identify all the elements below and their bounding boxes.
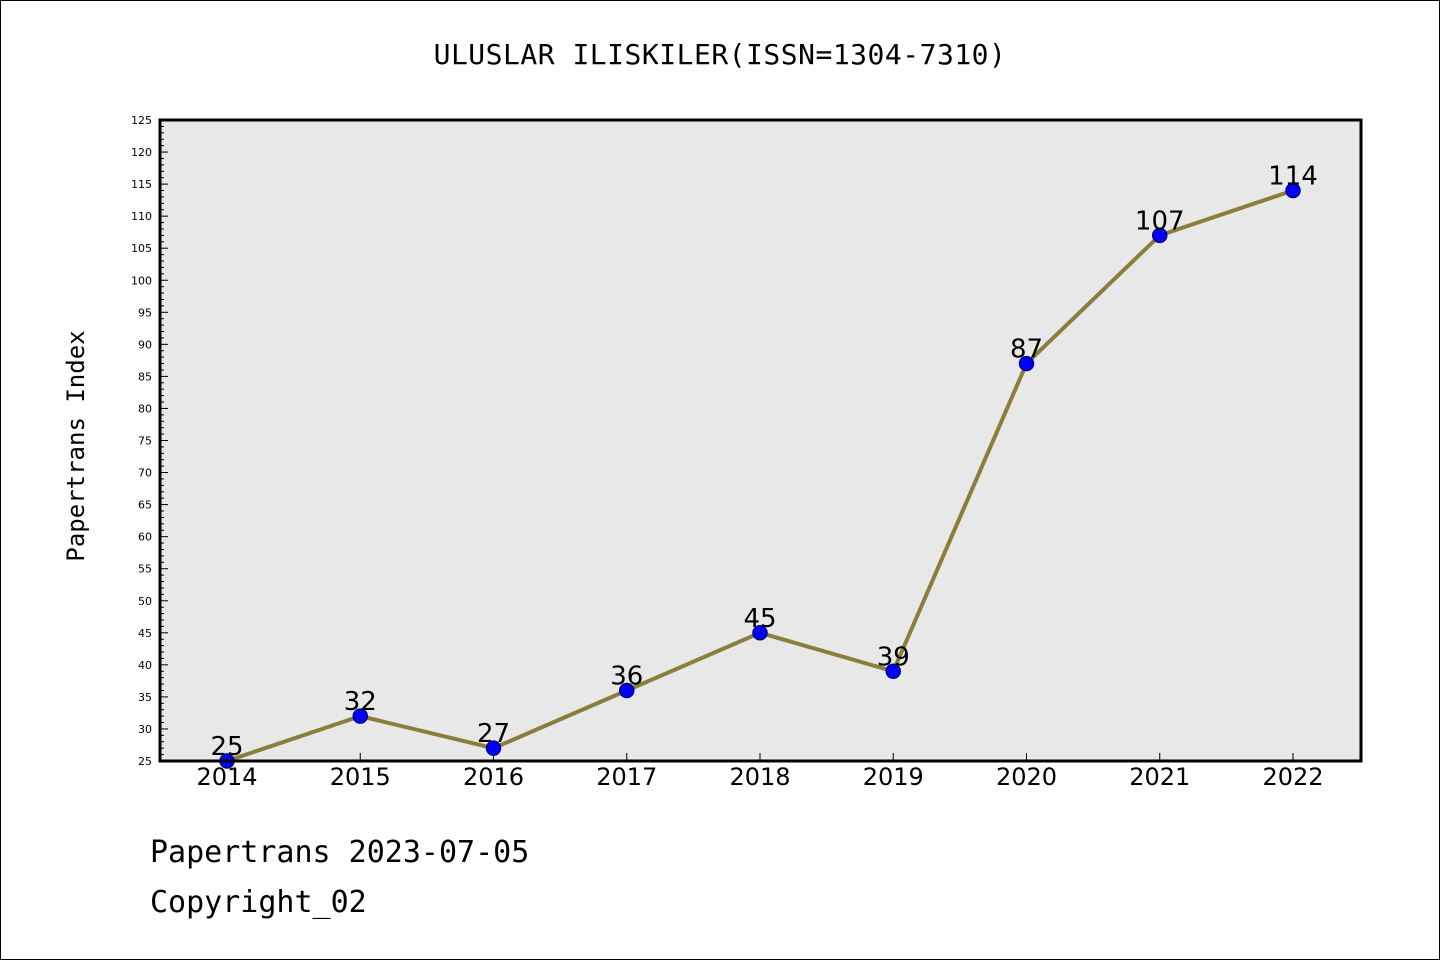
data-label: 32 <box>344 687 377 717</box>
y-tick-label: 120 <box>131 146 152 159</box>
data-label: 39 <box>877 642 910 672</box>
y-tick-label: 80 <box>138 402 152 415</box>
y-tick-label: 40 <box>138 659 152 672</box>
x-tick-label: 2020 <box>996 763 1057 791</box>
y-tick-label: 50 <box>138 595 152 608</box>
data-point <box>619 682 635 699</box>
y-tick-label: 100 <box>131 274 152 287</box>
data-label: 87 <box>1010 335 1043 365</box>
data-point <box>1152 227 1168 244</box>
chart-title: ULUSLAR ILISKILER(ISSN=1304-7310) <box>433 38 1007 71</box>
footer-copyright: Copyright_02 <box>150 885 367 920</box>
data-point <box>352 708 368 724</box>
y-tick-label: 85 <box>138 370 152 383</box>
x-tick-label: 2016 <box>463 763 524 791</box>
data-label: 107 <box>1135 206 1185 236</box>
y-tick-label: 25 <box>138 755 152 768</box>
y-tick-label: 115 <box>131 178 152 191</box>
y-tick-label: 90 <box>138 338 152 351</box>
footer-date: Papertrans 2023-07-05 <box>150 835 530 870</box>
plot-border <box>158 118 1363 763</box>
data-point <box>485 740 502 756</box>
y-tick-label: 65 <box>138 499 152 512</box>
data-point <box>1285 182 1301 199</box>
data-label: 114 <box>1268 162 1318 192</box>
data-label: 27 <box>477 719 510 749</box>
x-tick-label: 2018 <box>729 763 790 791</box>
y-tick-label: 110 <box>131 210 152 223</box>
data-label: 45 <box>743 604 776 634</box>
x-tick-label: 2021 <box>1129 763 1190 791</box>
data-point <box>752 625 768 641</box>
data-point <box>885 663 901 680</box>
y-tick-label: 75 <box>138 435 152 448</box>
y-tick-label: 60 <box>138 531 152 544</box>
y-tick-label: 105 <box>131 242 152 255</box>
x-tick-label: 2022 <box>1262 763 1323 791</box>
x-tick-label: 2019 <box>863 763 924 791</box>
y-tick-label: 125 <box>131 114 152 127</box>
x-tick-label: 2017 <box>596 763 657 791</box>
data-label: 36 <box>610 661 643 691</box>
y-tick-label: 55 <box>138 563 152 576</box>
y-tick-label: 35 <box>138 691 152 704</box>
y-tick-label: 95 <box>138 306 152 319</box>
y-tick-label: 70 <box>138 467 152 480</box>
data-point <box>1018 355 1035 372</box>
y-tick-label: 45 <box>138 627 152 640</box>
plot-area <box>160 120 1361 761</box>
x-tick-label: 2015 <box>330 763 391 791</box>
y-tick-label: 30 <box>138 723 152 736</box>
data-label: 25 <box>210 732 243 762</box>
